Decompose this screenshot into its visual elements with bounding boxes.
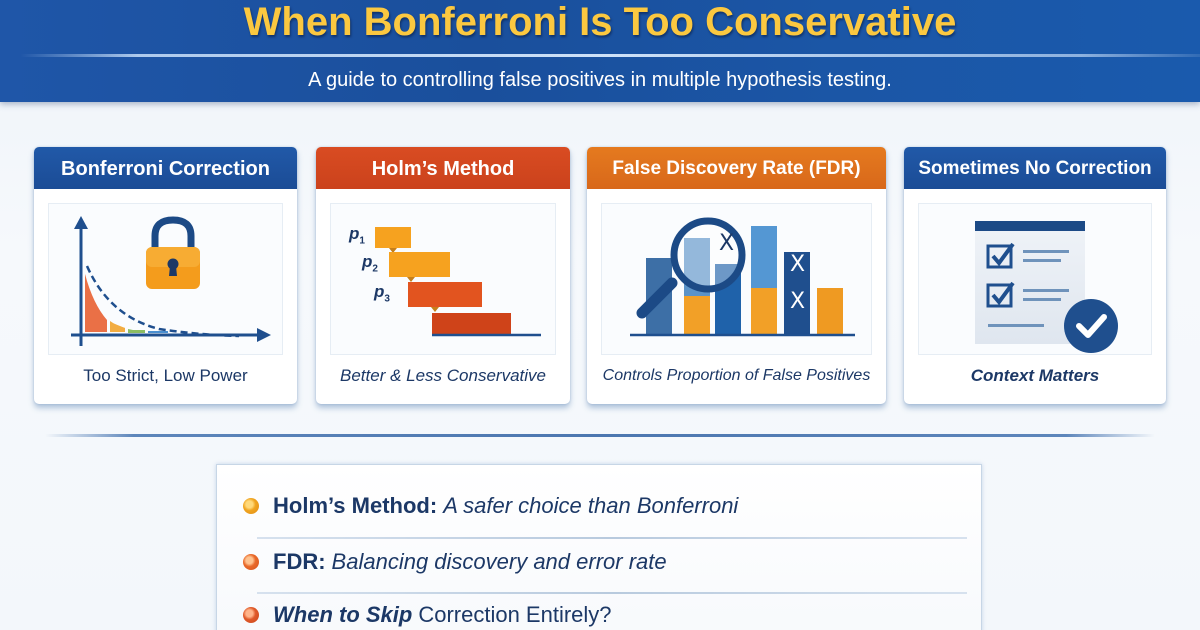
p3-label: p3 [374, 282, 390, 305]
key-point-fdr: FDR: Balancing discovery and error rate [243, 545, 667, 579]
card-holm: Holm’s Method p1 p2 p3 Better & Less Con… [316, 147, 570, 404]
magnifier-bar-chart-icon [630, 217, 855, 337]
false-positive-mark: X [790, 252, 806, 277]
bullet-divider [257, 537, 967, 539]
card-title: False Discovery Rate (FDR) [587, 147, 886, 189]
stepdown-bars-icon [375, 227, 541, 337]
key-point-holm: Holm’s Method: A safer choice than Bonfe… [243, 489, 738, 523]
key-points-panel: Holm’s Method: A safer choice than Bonfe… [216, 464, 982, 630]
card-caption: Context Matters [970, 366, 1100, 385]
method-cards: Bonferroni Correction [0, 147, 1200, 407]
card-illustration [48, 203, 283, 355]
lock-decay-chart-icon [71, 216, 271, 346]
key-point-term: FDR: [273, 549, 326, 574]
key-point-text: Correction Entirely? [418, 602, 612, 627]
checklist-approved-icon [975, 221, 1118, 353]
card-title: Bonferroni Correction [34, 147, 297, 189]
bullet-dot-icon [243, 554, 259, 570]
card-caption: Better & Less Conservative [340, 366, 546, 385]
header-banner: When Bonferroni Is Too Conservative A gu… [0, 0, 1200, 102]
card-illustration [918, 203, 1152, 355]
card-title: Holm’s Method [316, 147, 570, 189]
p2-label: p2 [362, 252, 378, 275]
bullet-dot-icon [243, 607, 259, 623]
page-subtitle: A guide to controlling false positives i… [308, 69, 892, 91]
card-no-correction: Sometimes No Correction Context Matte [904, 147, 1166, 404]
page-title: When Bonferroni Is Too Conservative [243, 0, 957, 44]
bullet-dot-icon [243, 498, 259, 514]
false-positive-mark: X [790, 289, 806, 314]
key-point-skip: When to Skip Correction Entirely? [243, 598, 612, 630]
card-fdr: False Discovery Rate (FDR) X X X Control… [587, 147, 886, 404]
card-illustration: p1 p2 p3 [330, 203, 556, 355]
card-caption: Controls Proportion of False Positives [602, 367, 871, 384]
key-point-text: Balancing discovery and error rate [331, 549, 667, 574]
card-illustration: X X X [601, 203, 872, 355]
section-divider [45, 434, 1155, 437]
key-point-term: When to Skip [273, 602, 413, 627]
header-divider [20, 54, 1200, 57]
key-point-term: Holm’s Method: [273, 493, 438, 518]
card-bonferroni: Bonferroni Correction [34, 147, 297, 404]
bullet-divider [257, 592, 967, 594]
key-point-text: A safer choice than Bonferroni [443, 493, 739, 518]
card-caption: Too Strict, Low Power [83, 366, 248, 385]
card-title: Sometimes No Correction [904, 147, 1166, 189]
false-positive-mark: X [719, 231, 735, 256]
p1-label: p1 [349, 224, 365, 247]
